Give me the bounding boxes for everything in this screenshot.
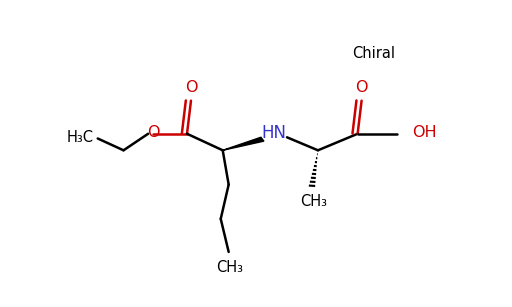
Text: O: O	[355, 80, 368, 95]
Text: O: O	[147, 125, 160, 140]
Text: H₃C: H₃C	[67, 130, 94, 145]
Text: CH₃: CH₃	[300, 194, 327, 209]
Text: HN: HN	[262, 124, 287, 142]
Text: OH: OH	[412, 125, 437, 140]
Polygon shape	[223, 137, 264, 150]
Text: O: O	[185, 80, 197, 95]
Text: Chiral: Chiral	[352, 46, 395, 61]
Text: CH₃: CH₃	[217, 260, 243, 275]
